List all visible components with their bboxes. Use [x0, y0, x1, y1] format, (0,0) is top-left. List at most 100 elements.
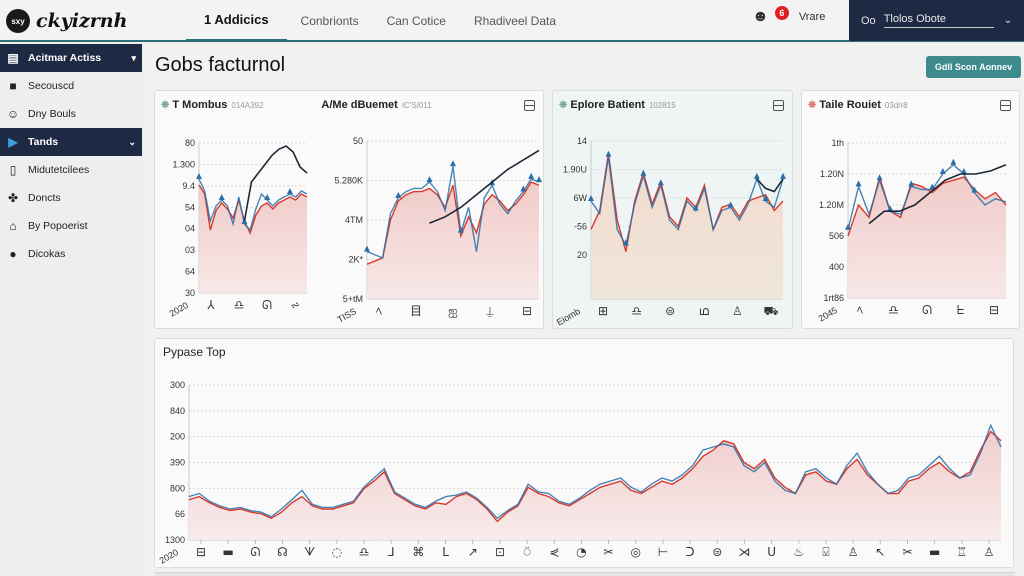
data-point-marker[interactable] — [727, 201, 734, 208]
x-axis-icon: ♖ — [956, 545, 967, 559]
x-axis-icon: ﾍ — [857, 303, 863, 317]
data-point-marker[interactable] — [536, 176, 542, 183]
data-point-marker[interactable] — [520, 185, 527, 192]
primary-action-button[interactable]: Gdll Scon Aonnev — [926, 56, 1021, 78]
x-axis-icon: ⊜ — [665, 304, 675, 318]
collapse-icon[interactable] — [773, 99, 784, 111]
data-point-marker[interactable] — [528, 172, 535, 179]
x-axis-icon: ◔ — [576, 545, 586, 559]
next-card-edge — [155, 572, 1015, 576]
data-point-marker[interactable] — [605, 150, 612, 157]
data-point-marker[interactable] — [640, 169, 647, 176]
data-point-marker[interactable] — [286, 188, 293, 194]
y-tick-label: 50 — [353, 136, 363, 146]
y-tick-label: 300 — [170, 380, 185, 390]
x-axis-icon: ⊜ — [712, 545, 722, 559]
nav-tab-can-cotice[interactable]: Can Cotice — [386, 14, 446, 28]
card-subtitle: 014A392 — [231, 100, 264, 110]
sidebar-item[interactable]: ☺ Dny Bouls — [0, 100, 142, 128]
x-axis-icon: ഥ — [699, 304, 709, 318]
data-point-marker[interactable] — [395, 191, 402, 198]
username[interactable]: Vrare — [798, 11, 826, 23]
nav-tab-data[interactable]: Rhadiveel Data — [473, 14, 557, 28]
chart-card-eplore: ❋ Eplore Batient 102815 14 1.90U 6W -56 20 ⊞ ♎… — [552, 90, 793, 329]
data-point-marker[interactable] — [908, 180, 915, 187]
logo[interactable]: sxy ckyizrnh — [6, 9, 127, 33]
data-point-marker[interactable] — [929, 183, 936, 190]
data-point-marker[interactable] — [196, 173, 202, 179]
area-fill — [199, 185, 307, 293]
browser-icon: ● — [9, 247, 17, 261]
sidebar-item[interactable]: ● Dicokas — [0, 240, 142, 268]
sidebar-item[interactable]: ▯ Midutetcilees — [0, 156, 142, 184]
x-axis-icon: ⍊ — [486, 304, 494, 318]
data-point-marker[interactable] — [753, 172, 760, 179]
data-point-marker[interactable] — [971, 186, 978, 193]
data-point-marker[interactable] — [364, 245, 370, 252]
data-point-marker[interactable] — [218, 194, 225, 200]
y-tick-label: 800 — [170, 483, 185, 493]
data-point-marker[interactable] — [762, 195, 769, 202]
x-corner-label: 2020 — [158, 547, 180, 566]
nav-tab-components[interactable]: Conbrionts — [300, 14, 359, 28]
page-title: Gobs facturnol — [155, 54, 286, 76]
card-subtitle-2: IC'S/011 — [401, 100, 432, 110]
sidebar-item[interactable]: ⌂ By Popoerist — [0, 212, 142, 240]
data-point-marker[interactable] — [426, 176, 433, 183]
sidebar-item[interactable]: ▶ Tands ⌄ — [0, 128, 142, 156]
y-tick-label: 80 — [185, 138, 195, 148]
main-nav: 1 Addicics Conbrionts Can Cotice Rhadive… — [186, 0, 570, 42]
y-tick-label: -56 — [574, 221, 587, 231]
data-point-marker[interactable] — [457, 226, 464, 233]
data-point-marker[interactable] — [622, 239, 629, 246]
series-line-blue — [590, 156, 784, 248]
sidebar-item[interactable]: ■ Secouscd — [0, 72, 142, 100]
data-point-marker[interactable] — [939, 168, 946, 174]
card-title: T Mombus — [172, 99, 228, 111]
data-point-marker[interactable] — [692, 204, 699, 211]
series-line-dark — [243, 145, 308, 222]
card-title-2: A/Me dBuemet — [321, 99, 398, 111]
top-bar: sxy ckyizrnh 1 Addicics Conbrionts Can C… — [0, 0, 1024, 42]
user-group-icon[interactable]: ☻ — [752, 8, 769, 25]
y-tick-label: 66 — [175, 509, 185, 519]
data-point-marker[interactable] — [950, 158, 957, 165]
x-axis-icon: 目 — [410, 304, 422, 318]
collapse-icon[interactable] — [1000, 99, 1011, 111]
data-point-marker[interactable] — [657, 179, 664, 186]
x-axis-icon: ◎ — [631, 545, 641, 559]
nav-tab-analytics[interactable]: 1 Addicics — [186, 0, 287, 42]
series-line-blue — [847, 163, 1007, 230]
logo-text: ckyizrnh — [36, 10, 128, 32]
folder-icon: ■ — [9, 79, 17, 93]
data-point-marker[interactable] — [876, 174, 883, 181]
chevron-down-icon[interactable]: ⌄ — [128, 136, 136, 147]
chevron-down-icon[interactable]: ▾ — [131, 52, 136, 63]
data-point-marker[interactable] — [845, 223, 851, 230]
x-axis-icon: ♙ — [984, 545, 995, 559]
x-axis-icon: ⊟ — [196, 545, 206, 559]
x-axis-icon: ▬ — [223, 545, 234, 559]
y-tick-label: 1.300 — [172, 159, 195, 169]
sidebar: ▤ Acitmar Actiss ▾ ■ Secouscd ☺ Dny Bouls ▶ Tand… — [0, 44, 142, 576]
data-point-marker[interactable] — [450, 160, 456, 167]
x-axis-icon: ⅄ — [206, 298, 215, 312]
data-point-marker[interactable] — [887, 205, 894, 212]
data-point-marker[interactable] — [855, 180, 862, 187]
data-point-marker[interactable] — [780, 172, 786, 179]
sidebar-item[interactable]: ▤ Acitmar Actiss ▾ — [0, 44, 142, 72]
phone-icon: ▯ — [9, 163, 17, 177]
data-point-marker[interactable] — [960, 168, 967, 174]
x-axis-icon: ᑌ — [767, 545, 776, 559]
x-axis-icon: ᗐ — [304, 545, 315, 559]
home-icon: ⌂ — [9, 219, 17, 233]
chart-taile: 1th 1.20N 1.20M 506 400 1rt86 ﾍ ♎ ᘏ ᖶ ⊟ 2045 — [817, 138, 1007, 324]
smiley-icon: ☺ — [6, 107, 20, 121]
card-title: Eplore Batient — [570, 99, 645, 111]
data-point-marker[interactable] — [588, 195, 594, 202]
sidebar-item[interactable]: ✤ Doncts — [0, 184, 142, 212]
data-point-marker[interactable] — [264, 194, 271, 200]
collapse-icon[interactable] — [524, 99, 535, 111]
notification-badge[interactable]: 6 — [774, 6, 789, 20]
workspace-select[interactable]: Oo Tlolos Obote ⌄ — [849, 0, 1024, 41]
